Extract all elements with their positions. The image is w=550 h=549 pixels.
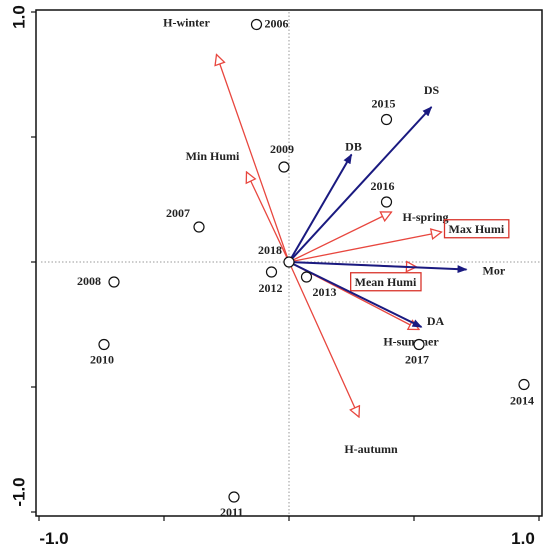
arrow-label: DB: [345, 139, 362, 153]
explanatory-arrow: [217, 55, 290, 263]
arrow-label: Min Humi: [186, 149, 240, 163]
sample-point: [250, 18, 263, 31]
arrow-label: Mean Humi: [355, 275, 417, 289]
sample-point-label: 2015: [372, 96, 396, 110]
response-arrow: [288, 153, 353, 263]
sample-point-label: 2007: [166, 206, 190, 220]
arrow-label: Max Humi: [449, 222, 505, 236]
explanatory-arrow: [247, 172, 290, 263]
sample-point: [278, 161, 290, 173]
sample-point: [380, 113, 393, 126]
sample-point: [228, 491, 240, 503]
y-tick-label: -1.0: [9, 477, 28, 506]
response-arrow: [288, 261, 423, 328]
label-box: [350, 272, 422, 292]
sample-point-label: 2006: [265, 16, 289, 30]
explanatory-arrow: [288, 232, 442, 263]
arrow-label: H-winter: [163, 15, 210, 29]
sample-point: [193, 221, 205, 233]
explanatory-arrow: [288, 261, 359, 417]
arrow-label: DS: [424, 83, 440, 97]
y-tick-label: 1.0: [9, 5, 28, 29]
arrow-label: Mor: [483, 263, 506, 277]
response-arrow: [288, 106, 433, 263]
x-tick-label: -1.0: [39, 529, 68, 548]
sample-point-label: 2008: [77, 274, 101, 288]
sample-point-label: 2012: [259, 281, 283, 295]
sample-point-label: 2010: [90, 352, 114, 366]
axis-ticks: -1.0 1.0 1.0 -1.0: [9, 5, 540, 548]
label-box: [443, 219, 510, 239]
sample-point: [98, 338, 110, 351]
sample-point-label: 2013: [313, 285, 337, 299]
sample-point: [300, 271, 313, 283]
sample-point: [108, 276, 120, 288]
sample-point: [413, 338, 425, 351]
sample-point-label: 2014: [510, 393, 534, 407]
sample-point: [283, 256, 295, 268]
arrow-label: DA: [427, 314, 445, 328]
explanatory-arrow: [288, 212, 392, 263]
sample-point-label: 2018: [258, 243, 282, 257]
sample-point: [518, 378, 530, 391]
sample-point-label: 2009: [270, 142, 294, 156]
x-tick-label: 1.0: [511, 529, 535, 548]
sample-point-label: 2016: [371, 179, 395, 193]
response-arrows: DS DB Mor DA: [288, 83, 506, 328]
sample-point-label: 2011: [220, 505, 243, 519]
arrow-label: H-autumn: [344, 442, 398, 456]
arrow-label: H-summer: [383, 334, 439, 348]
sample-point: [265, 266, 278, 278]
sample-point-label: 2017: [405, 352, 429, 366]
sample-points: 2006 2007 2008 2009 2010 2011 2012 2013 2014 2015…: [77, 16, 534, 519]
arrow-label: H-spring: [403, 210, 449, 224]
response-arrow: [288, 261, 468, 274]
sample-point: [380, 196, 393, 208]
